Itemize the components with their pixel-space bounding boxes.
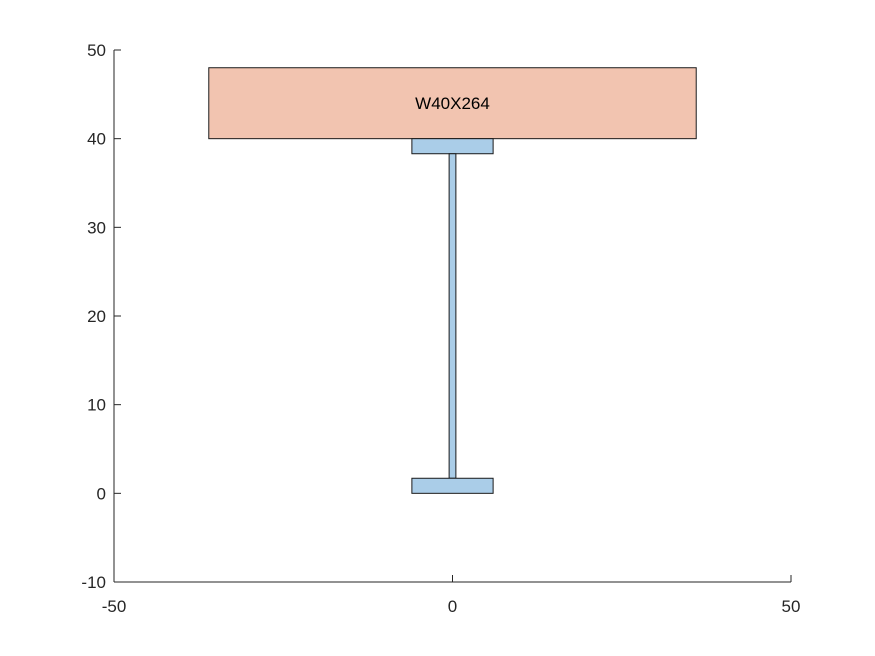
x-tick-label: -50 bbox=[102, 597, 127, 616]
y-tick-label: 20 bbox=[87, 307, 106, 326]
y-tick-label: -10 bbox=[81, 573, 106, 592]
shapes: W40X264 bbox=[208, 67, 697, 494]
y-tick-label: 50 bbox=[87, 41, 106, 60]
y-tick-label: 10 bbox=[87, 396, 106, 415]
ticks: 50 40 30 20 10 0 -10 -50 0 50 bbox=[81, 41, 800, 616]
web bbox=[448, 153, 457, 479]
y-tick-label: 40 bbox=[87, 130, 106, 149]
x-tick-label: 50 bbox=[782, 597, 801, 616]
y-tick-label: 0 bbox=[97, 484, 106, 503]
x-tick-label: 0 bbox=[448, 597, 457, 616]
y-tick-label: 30 bbox=[87, 218, 106, 237]
top-flange bbox=[411, 138, 494, 155]
concrete-slab-label: W40X264 bbox=[415, 94, 490, 113]
bottom-flange bbox=[411, 477, 494, 494]
